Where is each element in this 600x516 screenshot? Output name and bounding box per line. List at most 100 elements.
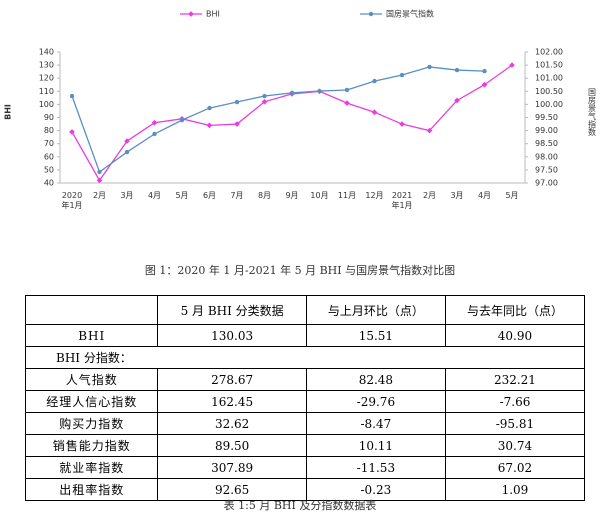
table-cell: -8.47 <box>305 412 446 435</box>
x-tick-label: 4月 <box>477 191 492 200</box>
marker <box>69 129 75 135</box>
header-cell: 5 月 BHI 分类数据 <box>157 295 307 325</box>
table-cell: 10.11 <box>305 434 446 457</box>
marker <box>454 97 460 104</box>
table-cell: -7.66 <box>444 390 586 413</box>
x-tick-label: 3月 <box>120 191 134 200</box>
marker <box>179 117 185 123</box>
x-tick-label: 5月 <box>505 191 519 200</box>
table-cell: 30.74 <box>444 434 586 457</box>
x-tick-label: 7月 <box>230 191 244 200</box>
table-cell: 278.67 <box>157 368 307 391</box>
data-table: 5 月 BHI 分类数据 与上月环比（点） 与去年同比（点） BHI 130.03… <box>24 295 586 501</box>
table-cell: -11.53 <box>305 456 446 479</box>
y-tick-label: 60 <box>44 152 54 161</box>
y-tick-label: 100 <box>39 100 54 109</box>
y2-tick-label: 100.50 <box>535 87 563 96</box>
table-cell: -29.76 <box>305 390 446 413</box>
header-cell: 与去年同比（点） <box>444 295 586 325</box>
table-cell: 89.50 <box>157 434 307 457</box>
table-cell: 1.09 <box>444 478 586 501</box>
table-cell: -0.23 <box>305 478 446 501</box>
table-cell: 67.02 <box>444 456 586 479</box>
series-line <box>71 66 485 174</box>
x-tick-label: 5月 <box>175 191 189 200</box>
y2-tick-label: 98.00 <box>535 152 558 161</box>
corner-cell <box>24 295 159 325</box>
table-cell: 130.03 <box>157 324 307 347</box>
x-tick-label: 2月 <box>422 191 437 200</box>
y2-tick-label: 99.50 <box>535 113 558 122</box>
marker <box>151 119 158 126</box>
legend-marker <box>368 11 374 17</box>
marker <box>207 105 212 111</box>
x-tick-label: 3月 <box>450 191 464 200</box>
table-cell: 销售能力指数 <box>24 434 159 457</box>
marker <box>234 99 240 105</box>
y2-tick-label: 100.00 <box>535 100 563 109</box>
marker <box>427 64 432 70</box>
y2-tick-label: 101.00 <box>535 74 563 83</box>
marker <box>344 100 350 106</box>
marker <box>454 67 460 73</box>
marker <box>317 88 322 94</box>
header-row: 5 月 BHI 分类数据 与上月环比（点） 与去年同比（点） <box>24 295 586 325</box>
table-cell: BHI 分指数： <box>25 346 585 369</box>
legend-marker <box>188 11 194 17</box>
marker <box>262 93 267 99</box>
x-tick-label: 11月 <box>337 191 357 200</box>
y2-tick-label: 97.00 <box>535 179 558 188</box>
marker <box>426 127 433 134</box>
table-cell: 92.65 <box>157 478 307 501</box>
table-cell: BHI <box>24 324 159 347</box>
marker <box>124 149 130 155</box>
table-row: 就业率指数 307.89 -11.53 67.02 <box>24 456 586 479</box>
table-cell: 经理人信心指数 <box>24 390 159 413</box>
chart: 40 50 60 70 80 90 100 110 120 130 140 97.00 97.50 98.… <box>4 9 597 188</box>
y-axis-label: BHI <box>4 104 13 120</box>
series-line <box>71 64 513 182</box>
y2-tick-label: 97.50 <box>535 165 558 174</box>
table-cell: 15.51 <box>305 324 446 347</box>
table-row: 出租率指数 92.65 -0.23 1.09 <box>24 478 586 501</box>
y2-tick-label: 102.00 <box>535 48 563 57</box>
marker <box>152 131 157 137</box>
y-tick-label: 50 <box>44 165 54 174</box>
marker <box>344 87 350 93</box>
y-tick-label: 80 <box>44 126 54 135</box>
marker <box>289 90 295 96</box>
y2-tick-label: 101.50 <box>535 61 563 70</box>
x-tick-label: 2020 年1月 <box>61 191 83 210</box>
table-cell: 40.90 <box>444 324 586 347</box>
marker <box>372 78 377 84</box>
table-cell: 人气指数 <box>24 368 159 391</box>
y2-axis-label: 国房景气指数 <box>588 88 597 137</box>
table-row: BHI 130.03 15.51 40.90 <box>24 324 586 347</box>
x-tick-label: 6月 <box>202 191 217 200</box>
y-tick-label: 70 <box>44 139 54 148</box>
table-cell: 出租率指数 <box>24 478 159 501</box>
y-tick-label: 40 <box>44 179 54 188</box>
table-cell: 232.21 <box>444 368 586 391</box>
table-cell: -95.81 <box>444 412 586 435</box>
marker <box>97 169 102 175</box>
table-cell: 32.62 <box>157 412 307 435</box>
marker <box>371 109 378 116</box>
table-cell: 162.45 <box>157 390 307 413</box>
y-tick-label: 130 <box>39 61 54 70</box>
table-row: 购买力指数 32.62 -8.47 -95.81 <box>24 412 586 435</box>
legend-label: BHI <box>206 10 220 19</box>
y2-tick-label: 99.00 <box>535 126 558 135</box>
marker <box>509 62 515 68</box>
y-tick-label: 90 <box>44 113 54 122</box>
marker <box>69 93 75 99</box>
marker <box>124 138 130 144</box>
table-row: 人气指数 278.67 82.48 232.21 <box>24 368 586 391</box>
header-cell: 与上月环比（点） <box>305 295 446 325</box>
marker <box>206 122 213 129</box>
x-tick-label: 4月 <box>147 191 162 200</box>
x-tick-label: 8月 <box>257 191 272 200</box>
x-tick-label: 10月 <box>310 191 329 200</box>
table-caption: 表 1:5 月 BHI 及分指数数据表 <box>223 499 377 512</box>
